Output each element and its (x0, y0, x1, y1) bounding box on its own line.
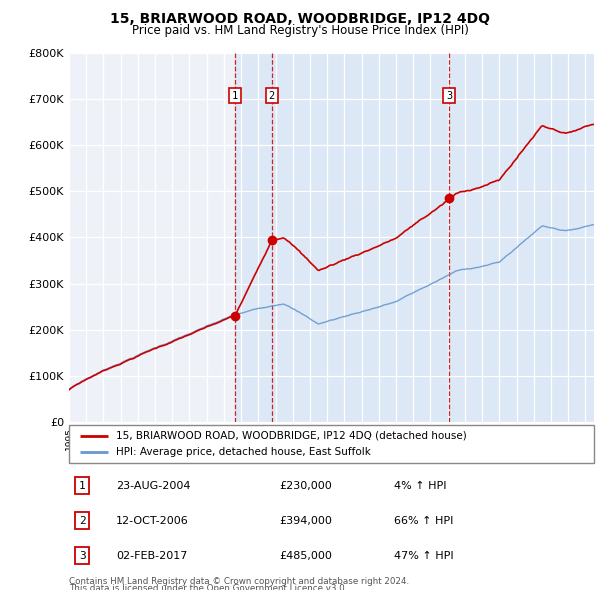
Bar (272, 53, 449, 422)
Text: 15, BRIARWOOD ROAD, WOODBRIDGE, IP12 4DQ (detached house): 15, BRIARWOOD ROAD, WOODBRIDGE, IP12 4DQ… (116, 431, 467, 441)
Text: HPI: Average price, detached house, East Suffolk: HPI: Average price, detached house, East… (116, 447, 371, 457)
Bar (235, 53, 272, 422)
Text: Price paid vs. HM Land Registry's House Price Index (HPI): Price paid vs. HM Land Registry's House … (131, 24, 469, 37)
Text: £485,000: £485,000 (279, 550, 332, 560)
FancyBboxPatch shape (69, 425, 594, 463)
Text: Contains HM Land Registry data © Crown copyright and database right 2024.: Contains HM Land Registry data © Crown c… (69, 577, 409, 586)
Text: 02-FEB-2017: 02-FEB-2017 (116, 550, 188, 560)
Text: 23-AUG-2004: 23-AUG-2004 (116, 481, 191, 491)
Text: £394,000: £394,000 (279, 516, 332, 526)
Text: 3: 3 (79, 550, 86, 560)
Text: 3: 3 (446, 90, 452, 100)
Text: This data is licensed under the Open Government Licence v3.0.: This data is licensed under the Open Gov… (69, 584, 347, 590)
Text: 2: 2 (269, 90, 275, 100)
Text: 15, BRIARWOOD ROAD, WOODBRIDGE, IP12 4DQ: 15, BRIARWOOD ROAD, WOODBRIDGE, IP12 4DQ (110, 12, 490, 26)
Bar (449, 53, 594, 422)
Text: 1: 1 (79, 481, 86, 491)
Text: 66% ↑ HPI: 66% ↑ HPI (395, 516, 454, 526)
Text: £230,000: £230,000 (279, 481, 332, 491)
Text: 1: 1 (232, 90, 238, 100)
Text: 2: 2 (79, 516, 86, 526)
Text: 12-OCT-2006: 12-OCT-2006 (116, 516, 189, 526)
Text: 47% ↑ HPI: 47% ↑ HPI (395, 550, 454, 560)
Text: 4% ↑ HPI: 4% ↑ HPI (395, 481, 447, 491)
